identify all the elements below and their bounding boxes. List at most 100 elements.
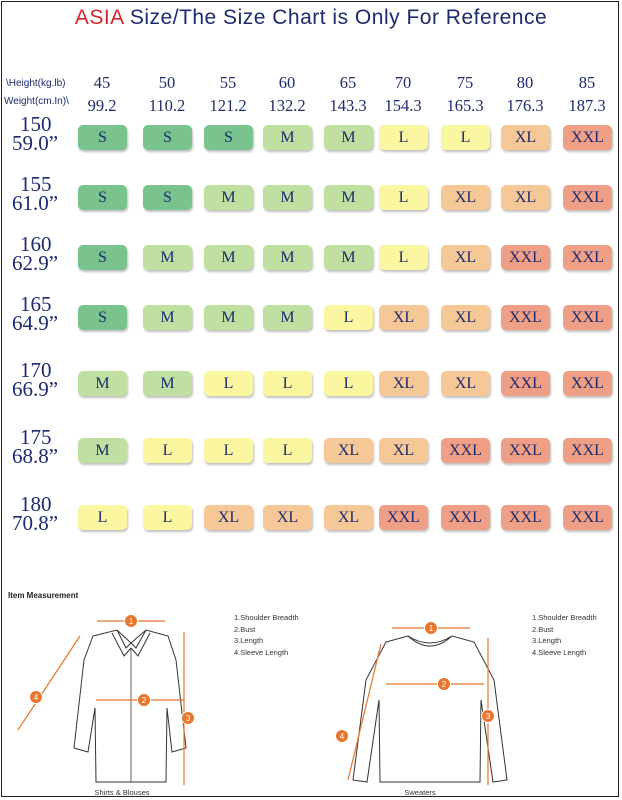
size-cell: XL (204, 505, 253, 530)
weight-lb-label: 110.2 (148, 96, 186, 115)
size-cell: S (78, 245, 127, 270)
sweater-measure-lines (347, 627, 489, 785)
weight-kg-label: 55 (219, 73, 237, 92)
legend-item: 1.Shoulder Breadth (532, 613, 597, 622)
size-cell: M (204, 305, 253, 330)
size-cell: XXL (563, 371, 612, 396)
size-cell: L (204, 438, 253, 463)
weight-lb-label: 154.3 (384, 96, 422, 115)
size-cell: S (78, 305, 127, 330)
shirt-legend: 1.Shoulder Breadth 2.Bust 3.Length 4.Sle… (234, 612, 299, 658)
size-cell: L (263, 438, 312, 463)
legend-item: 2.Bust (532, 624, 554, 634)
size-cell: S (143, 125, 192, 150)
weight-kg-label: 85 (578, 73, 596, 92)
marker-number: 2 (142, 696, 147, 705)
marker-circle (335, 729, 349, 743)
title-text: Size/The Size Chart is Only For Referenc… (123, 6, 548, 29)
size-cell: L (324, 305, 373, 330)
weight-kg-label: 80 (516, 73, 534, 92)
size-cell: L (441, 125, 490, 150)
weight-lb-label: 143.3 (329, 96, 367, 115)
sweater-legend: 1.Shoulder Breadth 2.Bust 3.Length 4.Sle… (532, 612, 597, 658)
height-in-label: 62.9” (12, 251, 59, 275)
size-cell: XXL (501, 245, 550, 270)
legend-item: 2.Bust (234, 624, 256, 634)
size-cell: XXL (501, 438, 550, 463)
weight-lb-label: 165.3 (446, 96, 484, 115)
size-cell: XXL (501, 505, 550, 530)
height-in-label: 61.0” (12, 191, 59, 215)
title-accent: ASIA (74, 6, 124, 29)
size-cell: XL (441, 305, 490, 330)
weight-lb-label: 121.2 (209, 96, 247, 115)
size-cell: XXL (441, 505, 490, 530)
size-cell: M (324, 245, 373, 270)
size-cell: XL (501, 125, 550, 150)
shirt-caption: Shirts & Blouses (94, 788, 150, 797)
weight-axis-label: Weight(cm.In)\ (4, 96, 69, 107)
marker-circle (424, 621, 438, 635)
size-cell: M (204, 185, 253, 210)
size-cell: XXL (441, 438, 490, 463)
size-cell: XXL (563, 245, 612, 270)
height-in-label: 59.0” (12, 131, 59, 155)
size-cell: S (204, 125, 253, 150)
weight-kg-label: 75 (456, 73, 474, 92)
weight-kg-label: 60 (278, 73, 296, 92)
size-cell: M (78, 438, 127, 463)
size-cell: L (379, 245, 428, 270)
height-cm-label: 165 (20, 292, 52, 316)
size-cell: XL (501, 185, 550, 210)
height-cm-label: 175 (20, 425, 52, 449)
height-cm-label: 180 (20, 492, 52, 516)
marker-circle (437, 677, 451, 691)
size-cell: M (204, 245, 253, 270)
size-cell: XXL (501, 305, 550, 330)
weight-lb-label: 99.2 (87, 96, 117, 115)
size-cell: M (263, 305, 312, 330)
weight-kg-label: 65 (339, 73, 357, 92)
weight-lb-label: 187.3 (568, 96, 606, 115)
size-cell: L (263, 371, 312, 396)
size-cell: M (324, 125, 373, 150)
weight-lb-label: 176.3 (506, 96, 544, 115)
height-in-label: 64.9” (12, 311, 59, 335)
size-cell: XXL (379, 505, 428, 530)
size-cell: XXL (563, 505, 612, 530)
size-cell: S (78, 125, 127, 150)
size-cell: XXL (563, 305, 612, 330)
sweater-caption: Sweaters (404, 788, 436, 797)
size-cell: S (143, 185, 192, 210)
height-in-label: 70.8” (12, 511, 59, 535)
size-cell: L (379, 125, 428, 150)
size-cell: XL (324, 505, 373, 530)
size-cell: L (143, 505, 192, 530)
size-cell: L (324, 371, 373, 396)
size-cell: M (263, 125, 312, 150)
measure-markers: 1 2 3 4 1 2 3 4 (29, 614, 495, 743)
legend-item: 3.Length (532, 636, 562, 645)
marker-number: 2 (442, 680, 447, 689)
marker-circle (481, 709, 495, 723)
size-cell: XL (379, 305, 428, 330)
item-measurement-heading: Item Measurement (8, 591, 79, 600)
marker-circle (124, 614, 138, 628)
size-cell: M (324, 185, 373, 210)
marker-circle (137, 693, 151, 707)
marker-circle (181, 711, 195, 725)
size-cell: M (263, 245, 312, 270)
size-cell: XL (263, 505, 312, 530)
weight-lb-label: 132.2 (268, 96, 306, 115)
size-cell: L (143, 438, 192, 463)
page-title: ASIA Size/The Size Chart is Only For Ref… (0, 6, 622, 30)
size-cell: XL (379, 438, 428, 463)
marker-number: 4 (34, 693, 39, 702)
weight-kg-label: 70 (394, 73, 412, 92)
legend-item: 3.Length (234, 636, 264, 645)
height-cm-label: 150 (20, 112, 52, 136)
size-cell: XL (441, 371, 490, 396)
height-axis-label: \Height(kg.lb) (6, 78, 66, 89)
marker-number: 3 (486, 712, 491, 721)
